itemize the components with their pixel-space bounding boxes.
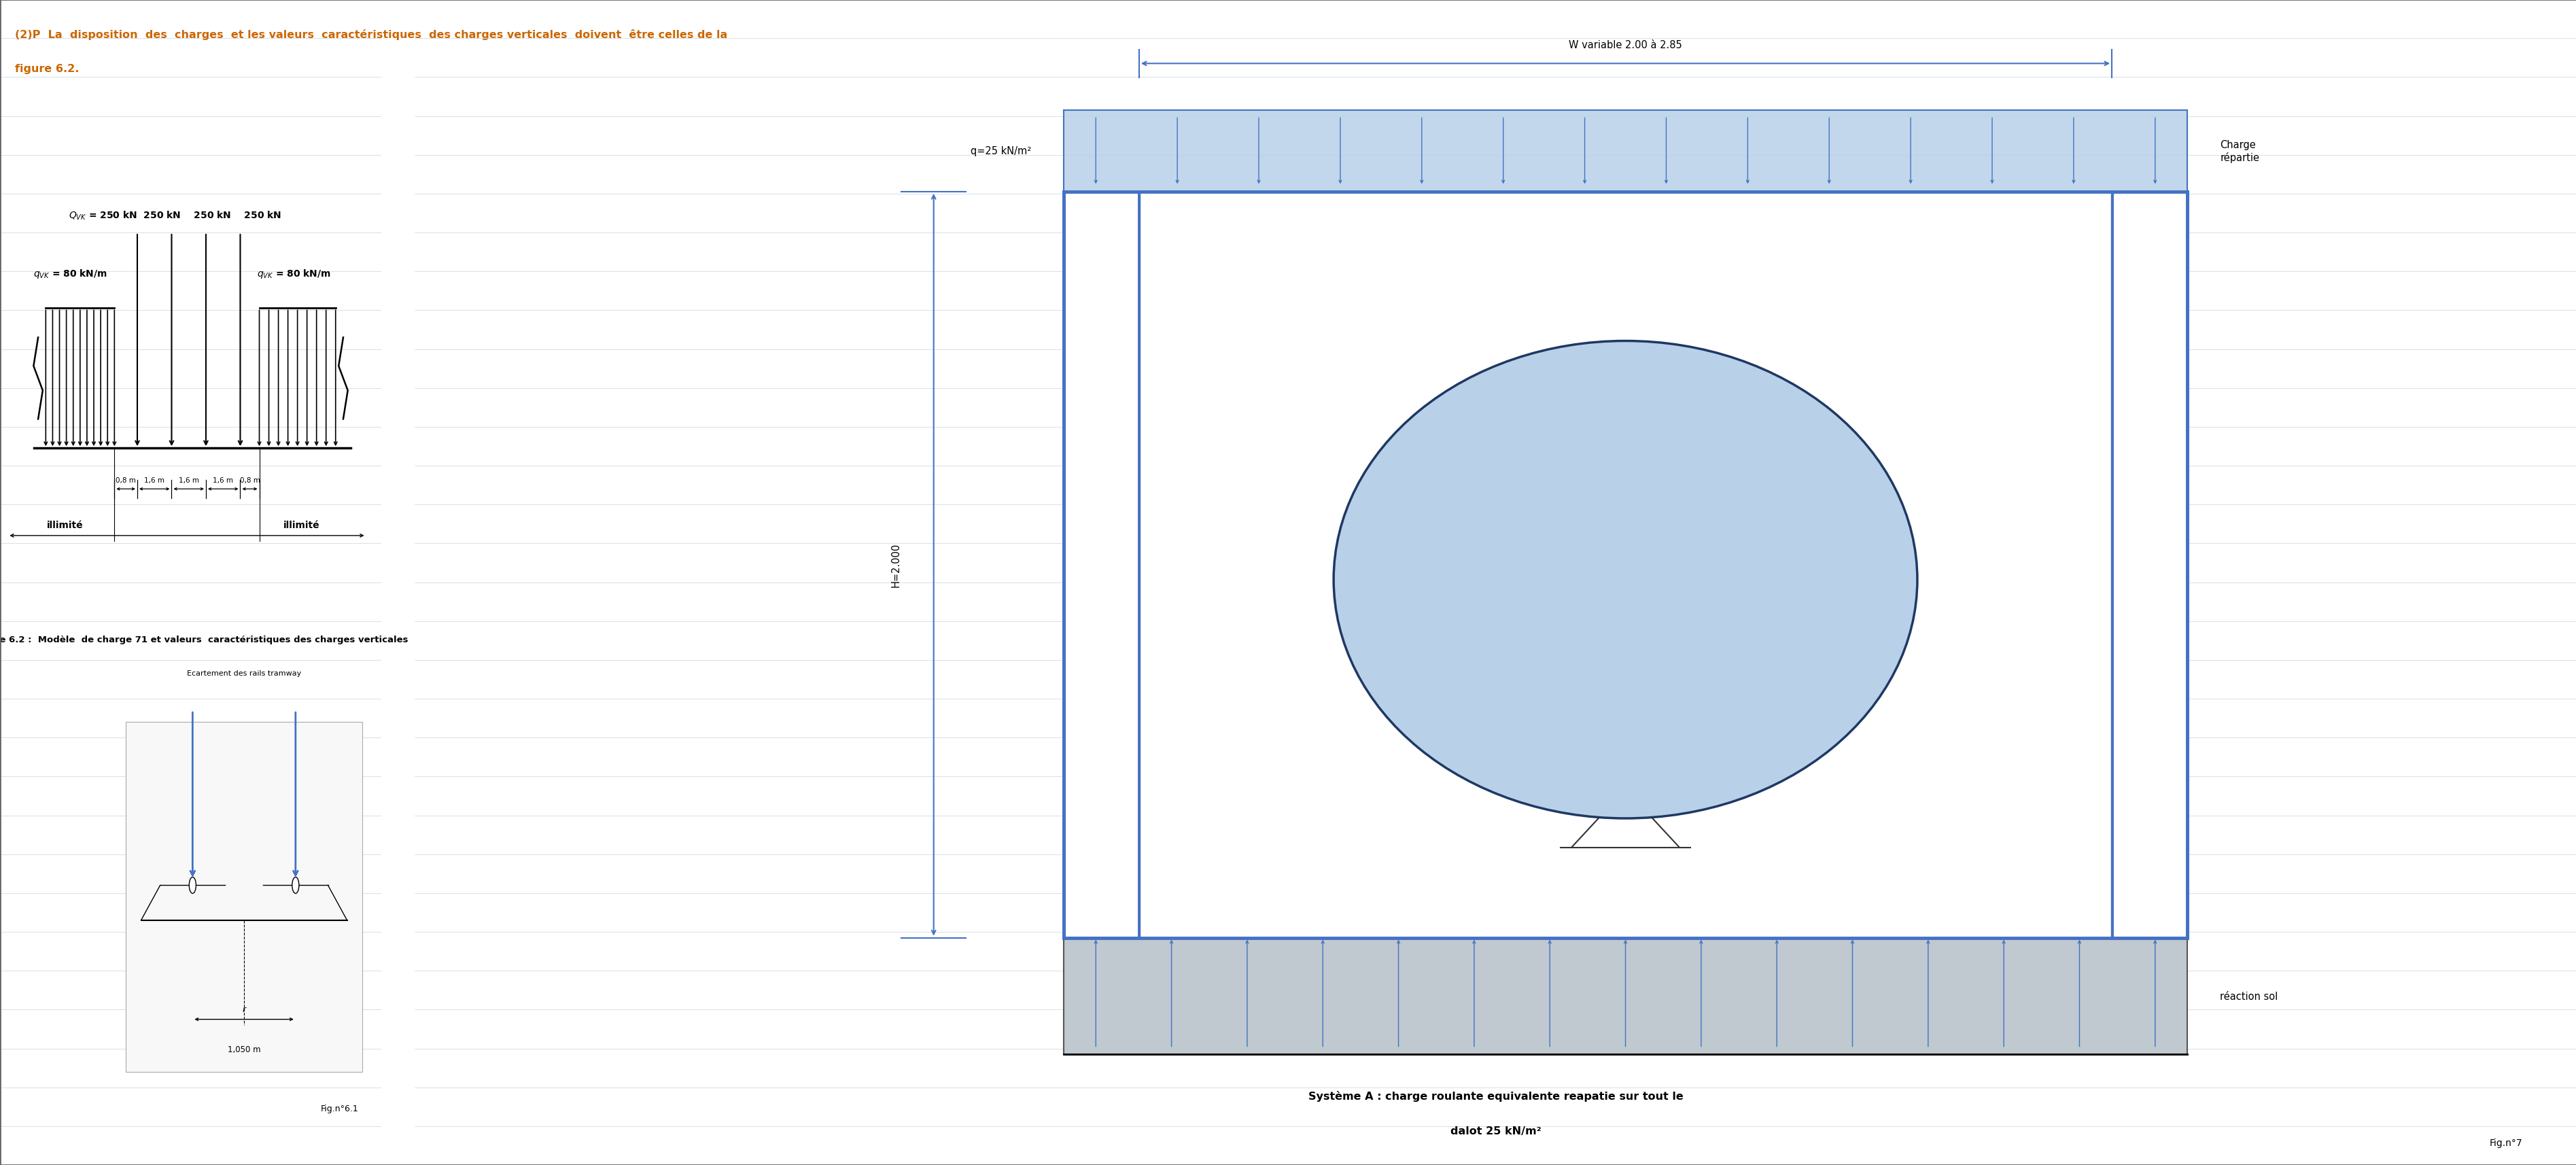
Text: Système A : charge roulante equivalente reapatie sur tout le: Système A : charge roulante equivalente … (1309, 1090, 1682, 1101)
Text: W variable 2.00 à 2.85: W variable 2.00 à 2.85 (1569, 40, 1682, 50)
Text: $q_{VK}$ = 80 kN/m: $q_{VK}$ = 80 kN/m (258, 268, 330, 280)
Text: Ecartement des rails tramway: Ecartement des rails tramway (188, 670, 301, 677)
Text: illimité: illimité (46, 521, 82, 530)
Text: $q_{VK}$ = 80 kN/m: $q_{VK}$ = 80 kN/m (33, 268, 108, 280)
Bar (2112, 192, 2187, 938)
Text: H=2.000: H=2.000 (891, 543, 902, 587)
Bar (126, 722, 363, 1072)
Ellipse shape (1334, 341, 1917, 819)
Text: $Q_{VK}$ = 250 kN  250 kN    250 kN    250 kN: $Q_{VK}$ = 250 kN 250 kN 250 kN 250 kN (70, 210, 281, 221)
Text: Charge
répartie: Charge répartie (2221, 140, 2259, 163)
Bar (1064, 192, 1139, 938)
Ellipse shape (291, 877, 299, 894)
Text: (2)P  La  disposition  des  charges  et les valeurs  caractéristiques  des charg: (2)P La disposition des charges et les v… (15, 29, 726, 40)
Text: dalot 25 kN/m²: dalot 25 kN/m² (1450, 1125, 1540, 1136)
Text: 1,6 m: 1,6 m (144, 476, 165, 483)
Text: r: r (242, 1004, 245, 1014)
Bar (1064, 192, 2187, 938)
Text: illimité: illimité (283, 521, 319, 530)
Text: 1,6 m: 1,6 m (214, 476, 234, 483)
Text: Fig.n°7: Fig.n°7 (2488, 1138, 2522, 1148)
Bar (1064, 111, 2187, 192)
Text: Figure 6.2 :  Modèle  de charge 71 et valeurs  caractéristiques des charges vert: Figure 6.2 : Modèle de charge 71 et vale… (0, 635, 407, 644)
Text: 1,6 m: 1,6 m (178, 476, 198, 483)
Bar (1064, 938, 2187, 1054)
Text: 0,8 m: 0,8 m (240, 476, 260, 483)
Ellipse shape (188, 877, 196, 894)
Text: 1,050 m: 1,050 m (227, 1045, 260, 1054)
Text: q=25 kN/m²: q=25 kN/m² (971, 147, 1030, 156)
Text: réaction sol: réaction sol (2221, 991, 2277, 1001)
Text: 0,8 m: 0,8 m (116, 476, 137, 483)
Text: Fig.n°6.1: Fig.n°6.1 (319, 1103, 358, 1113)
Text: figure 6.2.: figure 6.2. (15, 64, 80, 75)
Bar (1139, 192, 2112, 938)
